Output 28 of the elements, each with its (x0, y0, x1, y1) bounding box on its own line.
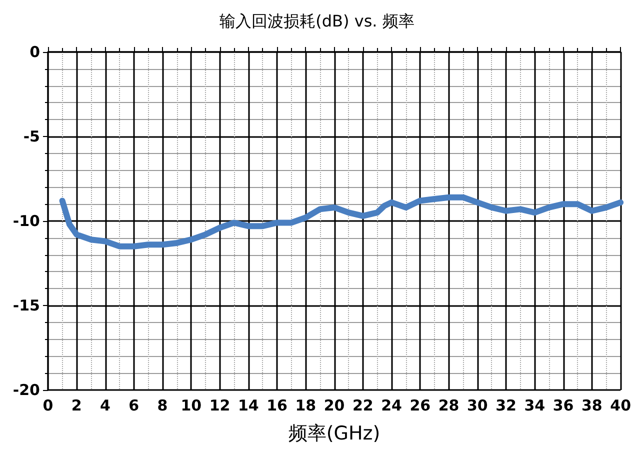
x-tick-label: 40 (610, 396, 631, 414)
x-tick-label: 8 (157, 396, 168, 414)
y-tick-label: -15 (12, 296, 40, 314)
x-tick-label: 32 (496, 396, 516, 414)
y-tick-label: 0 (30, 43, 40, 61)
x-tick-label: 4 (100, 396, 110, 414)
x-tick-label: 18 (295, 396, 316, 414)
y-tick-label: -5 (23, 128, 40, 146)
x-tick-label: 6 (128, 396, 140, 414)
x-tick-label: 22 (352, 396, 374, 414)
chart-title: 输入回波损耗(dB) vs. 频率 (220, 12, 414, 30)
x-axis-title: 频率(GHz) (288, 422, 380, 444)
y-tick-label: -20 (12, 381, 40, 399)
x-tick-label: 24 (381, 396, 402, 414)
x-tick-label: 20 (324, 396, 345, 414)
x-tick-label: 2 (71, 396, 82, 414)
y-tick-label: -10 (12, 212, 40, 230)
x-tick-label: 26 (410, 396, 431, 414)
x-tick-label: 14 (238, 396, 259, 414)
x-tick-label: 28 (438, 396, 460, 414)
x-tick-label: 16 (266, 396, 288, 414)
x-tick-label: 0 (42, 396, 54, 414)
x-tick-label: 36 (552, 396, 574, 414)
x-tick-label: 30 (466, 396, 488, 414)
x-tick-label: 34 (524, 396, 546, 414)
x-tick-label: 38 (581, 396, 602, 414)
x-tick-label: 12 (209, 396, 230, 414)
x-tick-label: 10 (180, 396, 202, 414)
